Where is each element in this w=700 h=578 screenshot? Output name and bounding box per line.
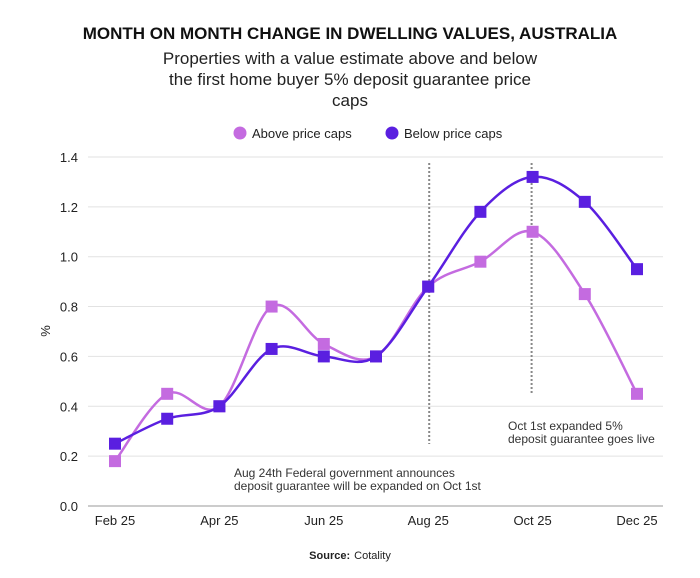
y-tick-label: 0.4 <box>60 399 78 414</box>
source-value: Cotality <box>354 550 391 562</box>
y-tick-label: 1.2 <box>60 200 78 215</box>
y-tick-label: 0.6 <box>60 349 78 364</box>
chart-title: MONTH ON MONTH CHANGE IN DWELLING VALUES… <box>82 24 618 43</box>
data-point-above <box>526 225 539 238</box>
legend-marker-below <box>385 126 399 140</box>
legend-marker-above <box>233 126 247 140</box>
annotation-text-aug: deposit guarantee will be expanded on Oc… <box>234 479 481 493</box>
data-point-below <box>631 263 643 276</box>
x-tick-label: Apr 25 <box>200 513 238 528</box>
data-point-below <box>422 280 435 293</box>
source-label: Source: <box>309 550 351 562</box>
legend-label-below: Below price caps <box>404 126 503 141</box>
data-point-below <box>370 350 382 363</box>
data-point-below <box>474 205 487 218</box>
data-point-below <box>109 437 121 450</box>
y-tick-label: 0.8 <box>60 300 78 315</box>
x-tick-label: Oct 25 <box>513 513 551 528</box>
x-tick-label: Aug 25 <box>408 513 449 528</box>
y-tick-label: 1.0 <box>60 250 78 265</box>
data-point-below <box>161 412 174 425</box>
annotation-text-oct: Oct 1st expanded 5% <box>508 419 623 433</box>
chart-subtitle: Properties with a value estimate above a… <box>162 49 538 110</box>
series-line-below <box>114 175 638 445</box>
data-point-above <box>474 255 487 268</box>
source-note: Source: Cotality <box>0 550 700 562</box>
x-tick-label: Jun 25 <box>304 513 343 528</box>
data-point-above <box>317 337 330 350</box>
y-axis-label: % <box>38 325 53 337</box>
data-point-above <box>265 300 278 313</box>
data-point-above <box>109 455 121 468</box>
data-point-below <box>526 170 539 183</box>
annotation-text-oct: deposit guarantee goes live <box>508 432 655 446</box>
y-tick-label: 0.2 <box>60 449 78 464</box>
y-tick-label: 1.4 <box>60 150 78 165</box>
data-point-above <box>631 387 643 400</box>
data-point-below <box>213 400 226 413</box>
legend-label-above: Above price caps <box>252 126 352 141</box>
x-tick-label: Dec 25 <box>616 513 657 528</box>
data-point-below <box>578 195 591 208</box>
data-point-below <box>265 342 278 355</box>
y-tick-label: 0.0 <box>60 499 78 514</box>
x-tick-label: Feb 25 <box>95 513 135 528</box>
data-point-above <box>161 387 174 400</box>
data-point-below <box>317 350 330 363</box>
annotation-text-aug: Aug 24th Federal government announces <box>234 466 455 480</box>
data-point-above <box>578 288 591 301</box>
